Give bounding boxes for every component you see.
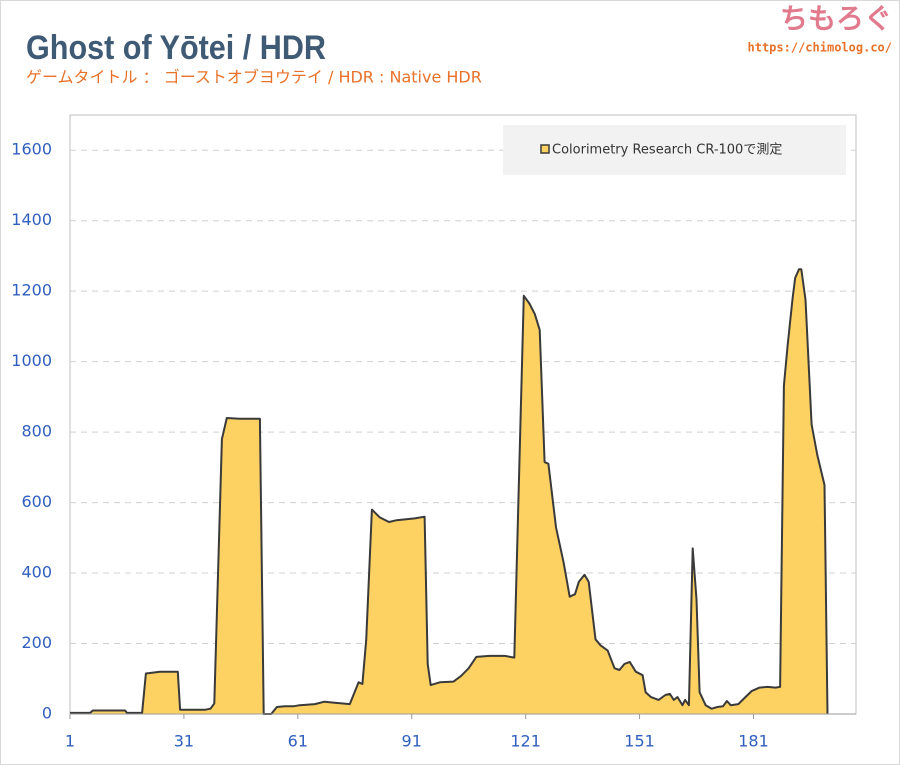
x-tick-label: 151 (624, 732, 655, 751)
y-tick-label: 400 (21, 563, 52, 582)
area (70, 269, 828, 714)
logo-url: https://chimolog.co/ (748, 41, 893, 55)
y-tick-label: 600 (21, 492, 52, 511)
chart-subtitle: ゲームタイトル ： ゴーストオブヨウテイ / HDR : Native HDR (26, 68, 482, 87)
y-tick-label: 1600 (11, 140, 52, 159)
x-tick-label: 31 (174, 732, 194, 751)
legend-box (503, 125, 846, 175)
y-tick-label: 1000 (11, 351, 52, 370)
x-tick-label: 1 (65, 732, 75, 751)
logo: ちもろぐ (780, 2, 892, 35)
y-tick-label: 200 (21, 633, 52, 652)
y-tick-label: 800 (21, 422, 52, 441)
x-tick-label: 121 (510, 732, 541, 751)
chart-title: Ghost of Yōtei / HDR (26, 29, 326, 67)
plot-area (69, 114, 857, 715)
x-tick-label: 181 (738, 732, 769, 751)
legend-swatch (540, 144, 550, 154)
y-tick-label: 1400 (11, 210, 52, 229)
x-tick-label: 91 (402, 732, 422, 751)
x-tick-label: 61 (288, 732, 308, 751)
y-tick-label: 1200 (11, 281, 52, 300)
y-tick-label: 0 (42, 704, 52, 723)
legend-label: Colorimetry Research CR-100で測定 (552, 143, 782, 158)
